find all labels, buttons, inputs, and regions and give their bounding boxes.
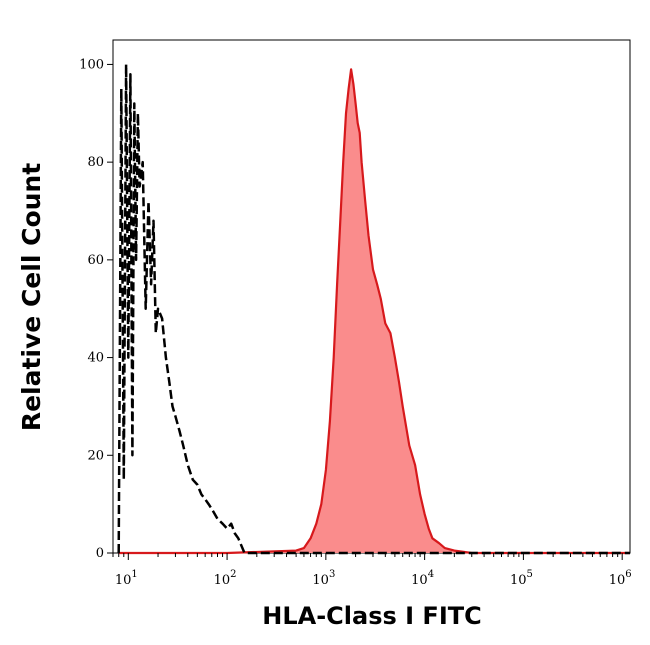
x-axis-ticks: 101 102 103 104 105 106 xyxy=(112,553,632,588)
x-tick-label: 104 xyxy=(411,569,434,588)
x-tick-label: 106 xyxy=(609,569,632,588)
y-tick-label: 60 xyxy=(87,253,104,268)
y-axis-ticks: 0 20 40 60 80 100 xyxy=(79,57,113,561)
y-tick-label: 100 xyxy=(79,57,104,72)
y-tick-label: 20 xyxy=(87,448,104,463)
y-tick-label: 40 xyxy=(87,351,104,366)
series-layer xyxy=(117,63,630,555)
y-axis-title: Relative Cell Count xyxy=(17,163,46,431)
y-tick-label: 0 xyxy=(96,546,104,561)
series-0-line xyxy=(118,68,630,555)
x-tick-label: 105 xyxy=(510,569,533,588)
x-axis-title: HLA-Class I FITC xyxy=(262,602,481,630)
series-1-line xyxy=(117,63,630,555)
y-tick-label: 80 xyxy=(87,155,104,170)
x-tick-label: 103 xyxy=(312,569,335,588)
x-tick-label: 102 xyxy=(214,569,237,588)
series-0-area xyxy=(118,69,630,554)
x-tick-label: 101 xyxy=(115,569,138,588)
